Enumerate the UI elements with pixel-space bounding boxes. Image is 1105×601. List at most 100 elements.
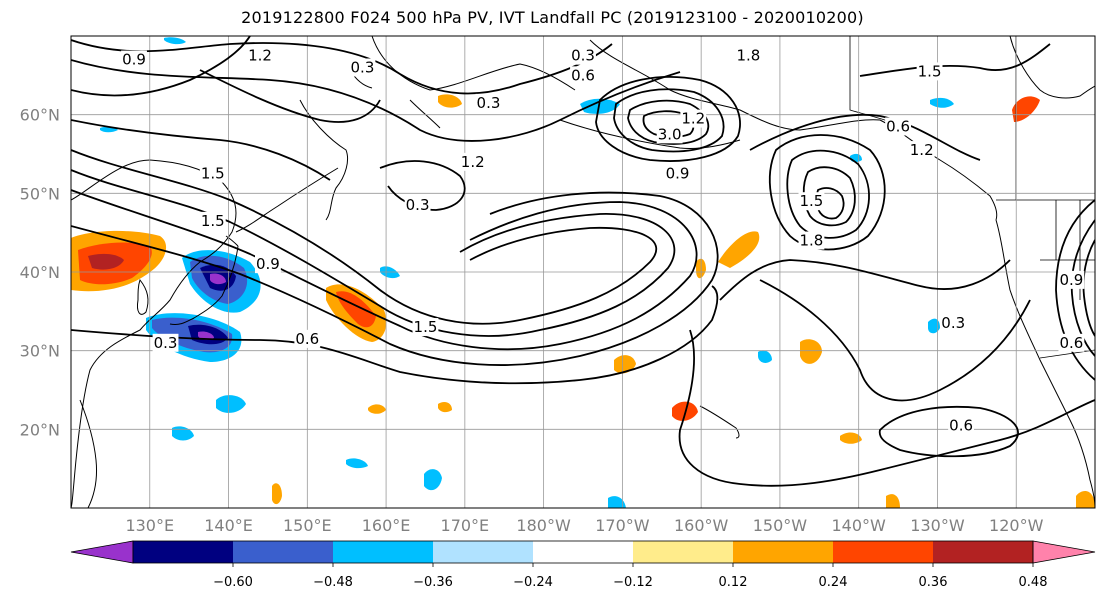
contour-label: 0.6 [295,330,319,348]
coast-chukotka [371,36,576,91]
lat-axis: 60°N 50°N 40°N 30°N 20°N [20,106,60,440]
contour-aleutian-low-4 [642,110,695,138]
lon-axis: 130°E 140°E 150°E 160°E 170°E 180°W 170°W 160°W… [125,516,1043,535]
lon-tick-label: 170°E [441,516,490,535]
contour-1-2-kam [199,69,381,123]
contour-1-5-east [859,43,1051,77]
coast-kamchatka [299,99,349,221]
contour-subtropical [678,329,1095,487]
shade-canada-neg [930,97,954,108]
contour-jet-1 [71,149,658,325]
shade-neg-5 [608,496,626,508]
contour-label-bg [570,66,596,85]
shade-neg-17 [164,37,186,45]
contour-label: 0.9 [1059,271,1083,289]
contour-label: 1.2 [910,141,934,159]
contour-jet-0-6 [71,285,719,385]
contour-label-bg [1058,270,1085,289]
colorbar-tick-label: 0.36 [919,575,948,590]
contour-label-bg [199,164,226,183]
colorbar-tick-label: −0.36 [413,575,453,590]
contour-label-bg [656,125,683,144]
contour-label: 0.6 [949,416,973,434]
contour-label-layer: 0.9 1.20.30.30.61.81.50.31.23.0 0.61.20.91… [121,46,1085,435]
colorbar-tick-label: −0.12 [613,575,653,590]
lon-tick-label: 160°E [362,516,411,535]
contour-label: 1.5 [414,318,438,336]
contour-label-bg [475,93,502,112]
shade-neg-2 [172,426,194,441]
contour-label: 1.5 [800,192,824,210]
contour-label-bg [121,50,147,69]
colorbar-swatch [633,541,733,563]
colorbar-swatch [233,541,333,563]
contour-label: 3.0 [658,125,682,143]
graticule [71,36,1095,508]
colorbar-swatch [333,541,433,563]
contour-1-5-nw [71,119,331,181]
contour-jet-3 [71,189,698,351]
pv-contours [71,36,1095,487]
coast-korea [137,278,149,315]
lat-tick-label: 60°N [20,106,60,125]
contour-0-3-north [71,39,613,95]
contour-label: 1.8 [736,47,760,65]
contour-label-bg [885,117,912,136]
contour-aleutian-low-3 [627,99,710,145]
map-title: 2019122800 F024 500 hPa PV, IVT Landfall… [241,8,864,27]
contour-label-bg [680,109,707,128]
contour-label: 0.9 [256,255,280,273]
contour-0-9-nw [71,36,251,97]
contour-label: 1.5 [201,165,225,183]
shade-japan-center [210,273,226,285]
contour-label: 0.3 [477,94,501,112]
lon-tick-label: 180°W [516,516,571,535]
shade-mid-pos2 [800,339,822,364]
contour-label: 1.2 [461,153,485,171]
contour-label-bg [735,46,762,65]
lat-tick-label: 50°N [20,184,60,203]
colorbar-swatch [933,541,1033,563]
contour-label: 1.2 [681,110,705,128]
colorbar-swatch [733,541,833,563]
colorbar-swatch [433,541,533,563]
contour-coast-ridge-2 [1070,219,1095,357]
colorbar-swatch [133,541,233,563]
contour-label-bg [412,318,439,337]
contour-jet-4 [71,191,719,366]
contour-label-bg [349,58,376,77]
colorbar: −0.60 −0.48 −0.36 −0.24 −0.12 0.12 0.24 0.36 0.4… [70,540,1096,590]
contour-label: 0.3 [406,196,430,214]
coast-asia [71,159,237,508]
map-frame [70,35,1096,509]
contour-jet-2 [71,169,676,337]
lon-tick-label: 160°W [674,516,729,535]
shade-pos-13 [438,402,452,413]
contour-label-bg [948,416,975,435]
lon-tick-label: 130°W [910,516,965,535]
contour-label-bg [459,152,486,171]
colorbar-tick-label: −0.60 [213,575,253,590]
lon-tick-label: 140°W [832,516,887,535]
colorbar-extend-high [1032,540,1096,564]
contour-label: 0.9 [666,165,690,183]
border-us-mexico [1039,349,1095,359]
shade-neg-7 [758,350,772,363]
shade-korea-dark [88,253,124,270]
contour-label: 0.9 [122,51,146,69]
shade-ak-negative [580,98,620,114]
shade-gulf-pos [718,231,760,268]
contour-label-bg [152,333,179,352]
shade-pos-10 [1076,491,1095,508]
lat-tick-label: 30°N [20,342,60,361]
lon-tick-label: 170°W [595,516,650,535]
contour-label: 0.3 [351,58,375,76]
colorbar-swatch [833,541,933,563]
contour-label-bg [570,46,596,65]
contour-label-bg [798,231,825,250]
shade-neg-3 [424,469,442,491]
contour-1-2-east [749,114,981,161]
colorbar-frame [132,540,1034,564]
contour-label-bg [247,46,273,65]
